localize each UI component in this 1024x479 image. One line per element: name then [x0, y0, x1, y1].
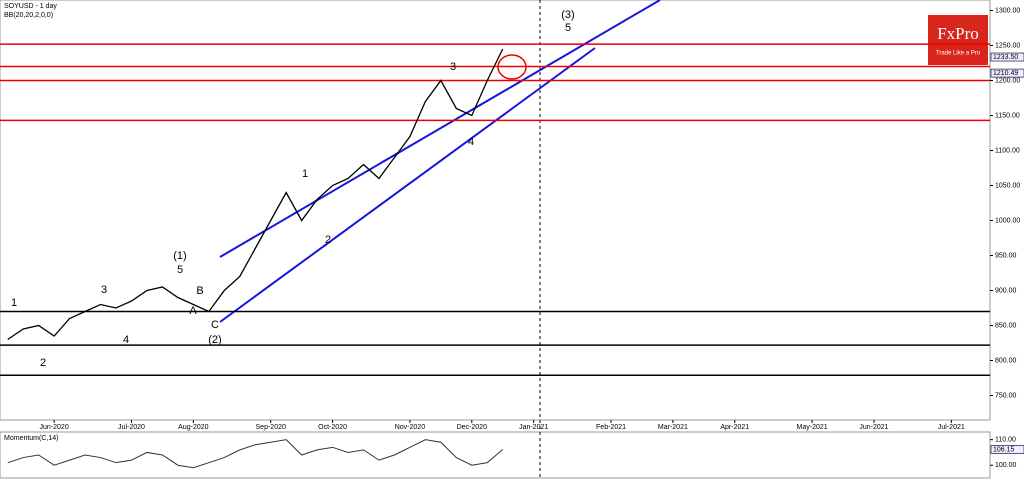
wave-label: A — [189, 305, 197, 317]
x-tick-label: Aug-2020 — [178, 424, 208, 431]
wave-label: 5 — [565, 22, 571, 34]
y-tick-label: 750.00 — [995, 392, 1017, 399]
x-tick-label: Feb-2021 — [596, 424, 626, 431]
wave-label: B — [196, 285, 203, 297]
y-tick-label: 950.00 — [995, 252, 1017, 259]
channel-upper — [219, 0, 661, 258]
wave-label: 3 — [450, 61, 456, 73]
x-tick-label: Jun-2020 — [40, 424, 69, 431]
logo — [928, 15, 988, 65]
wave-label: C — [211, 319, 219, 331]
x-tick-label: Oct-2020 — [318, 424, 347, 431]
y-tick-label: 1100.00 — [995, 147, 1020, 154]
y-tick-label: 850.00 — [995, 322, 1017, 329]
wave-label: 1 — [11, 297, 17, 309]
wave-label: 2 — [325, 234, 331, 246]
price-marker — [990, 68, 1024, 78]
x-tick-label: Nov-2020 — [395, 424, 425, 431]
wave-label: 1 — [302, 168, 308, 180]
price-label: 1210.49 — [993, 70, 1018, 77]
logo-tagline: Trade Like a Pro — [936, 51, 981, 57]
momentum-tick-label: 100.00 — [995, 462, 1017, 469]
y-tick-label: 1300.00 — [995, 7, 1020, 14]
x-tick-label: May-2021 — [797, 424, 828, 431]
momentum-frame — [0, 431, 991, 479]
wave-label: (3) — [561, 9, 574, 21]
momentum-line — [7, 439, 504, 469]
x-tick-label: Jun-2021 — [859, 424, 888, 431]
x-tick-label: Apr-2021 — [720, 424, 749, 431]
subtitle: BB(20,20,2,0,0) — [4, 12, 53, 19]
x-tick-label: Jul-2020 — [118, 424, 145, 431]
wave-label: 5 — [177, 264, 183, 276]
wave-label: (1) — [173, 250, 186, 262]
y-tick-label: 1150.00 — [995, 112, 1020, 119]
momentum-title: Momentum(C,14) — [4, 435, 58, 442]
x-tick-label: Jan-2021 — [519, 424, 548, 431]
price-label: 1233.50 — [993, 54, 1018, 61]
title: SOYUSD - 1 day — [4, 3, 57, 10]
x-tick-label: Dec-2020 — [457, 424, 487, 431]
wave-label: 2 — [40, 357, 46, 369]
y-tick-label: 1200.00 — [995, 77, 1020, 84]
y-tick-label: 1250.00 — [995, 42, 1020, 49]
plot-frame — [0, 0, 991, 421]
momentum-marker — [990, 445, 1024, 455]
wave-label: 4 — [468, 136, 474, 148]
x-tick-label: Mar-2021 — [658, 424, 688, 431]
y-tick-label: 1000.00 — [995, 217, 1020, 224]
x-tick-label: Sep-2020 — [256, 424, 286, 431]
momentum-last-label: 106.15 — [993, 446, 1015, 453]
momentum-tick-label: 110.00 — [995, 437, 1016, 444]
wave-label: 3 — [101, 284, 107, 296]
y-tick-label: 1050.00 — [995, 182, 1020, 189]
y-tick-label: 800.00 — [995, 357, 1017, 364]
logo-name: FxPro — [937, 24, 979, 43]
x-tick-label: Jul-2021 — [938, 424, 965, 431]
channel-lower — [219, 47, 596, 323]
wave-label: (2) — [208, 334, 221, 346]
y-tick-label: 900.00 — [995, 287, 1017, 294]
price-marker — [990, 52, 1024, 62]
price-line — [7, 48, 504, 341]
wave-label: 4 — [123, 334, 129, 346]
